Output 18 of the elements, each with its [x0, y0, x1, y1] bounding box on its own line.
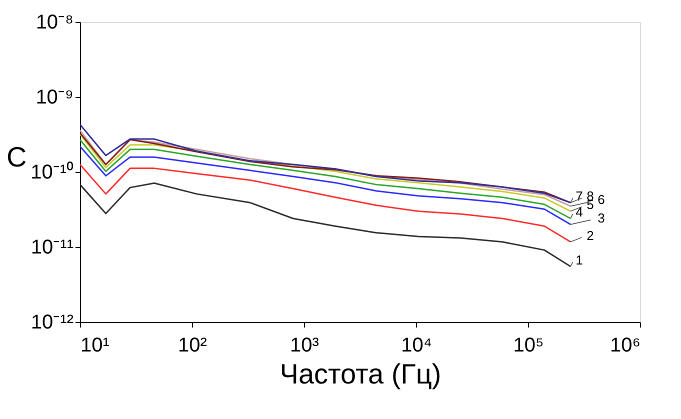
x-tick-label: 10¹: [80, 334, 110, 356]
series-label: 2: [586, 228, 594, 243]
x-tick-label: 10⁶: [610, 334, 640, 356]
x-axis-title: Частота (Гц): [280, 358, 442, 390]
y-tick-label: 10⁻¹²: [30, 312, 74, 334]
y-tick-label: 10⁻⁹: [36, 86, 74, 108]
x-tick-label: 10³: [290, 334, 320, 356]
y-tick-label: 10⁻⁸: [36, 12, 74, 34]
x-tick-label: 10⁴: [401, 334, 432, 356]
x-tick-label: 10⁵: [513, 334, 544, 356]
y-tick-label: 10⁻¹¹: [30, 236, 74, 258]
x-tick-label: 10²: [178, 334, 208, 356]
text: 6: [598, 192, 605, 208]
series-label: 1: [576, 252, 583, 268]
y-axis-title: C: [6, 142, 27, 172]
text: 3: [598, 210, 605, 226]
series-label: 4: [576, 204, 583, 220]
y-tick-label: 10⁻¹⁰: [30, 160, 74, 184]
